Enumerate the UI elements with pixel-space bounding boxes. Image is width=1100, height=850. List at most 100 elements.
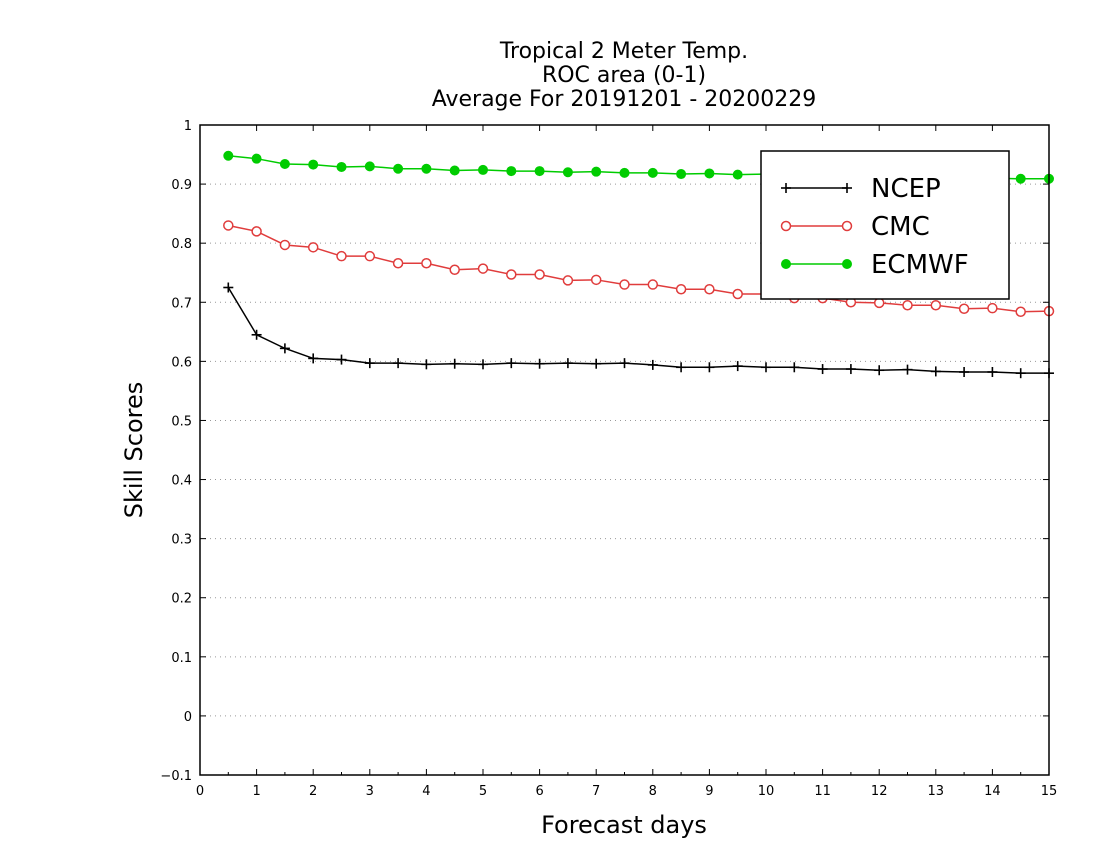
data-point-cmc <box>987 302 998 314</box>
data-point-ecmwf <box>421 163 432 174</box>
data-point-ecmwf <box>449 165 460 176</box>
data-point-cmc <box>279 239 291 251</box>
data-point-ncep <box>308 353 319 364</box>
data-point-ncep <box>845 364 856 375</box>
data-point-ncep <box>449 358 460 369</box>
data-point-cmc <box>1015 306 1026 317</box>
data-point-ncep <box>562 358 573 369</box>
x-tick-label: 10 <box>758 784 775 799</box>
data-point-cmc <box>421 258 432 269</box>
data-point-cmc <box>647 279 659 290</box>
data-point-ncep <box>506 358 517 369</box>
data-point-cmc <box>251 226 262 237</box>
chart-title-line-2: ROC area (0-1) <box>542 63 706 88</box>
x-tick-label: 1 <box>252 784 260 799</box>
data-point-ecmwf <box>562 167 573 178</box>
x-tick-label: 8 <box>649 784 657 799</box>
y-axis-ticks: −0.1 0 0.1 0.2 0.3 0.4 0.5 0.6 0.7 0.8 0.9 1 <box>160 119 1049 784</box>
data-point-ecmwf <box>223 150 234 161</box>
legend-entry-ecmwf: ECMWF <box>781 250 969 280</box>
y-tick-label: 0.1 <box>171 651 192 666</box>
y-axis-label: Skill Scores <box>120 382 148 519</box>
data-point-cmc <box>562 275 574 286</box>
chart-title: Tropical 2 Meter Temp.ROC area (0-1)Aver… <box>432 39 817 112</box>
data-point-cmc <box>958 303 970 315</box>
data-point-ncep <box>336 354 347 365</box>
x-tick-label: 5 <box>479 784 487 799</box>
data-point-ecmwf <box>1015 173 1026 184</box>
data-point-ncep <box>676 362 687 373</box>
data-point-cmc <box>477 263 489 274</box>
data-point-ncep <box>732 361 743 372</box>
data-point-cmc <box>619 279 630 290</box>
data-point-ncep <box>591 358 602 369</box>
legend-marker-end <box>841 220 853 232</box>
x-tick-label: 3 <box>366 784 374 799</box>
y-tick-label: 0.5 <box>171 414 192 429</box>
data-point-cmc <box>675 284 687 295</box>
data-point-ecmwf <box>506 166 517 177</box>
x-tick-label: 14 <box>984 784 1001 799</box>
data-point-ecmwf <box>251 153 262 164</box>
data-point-cmc <box>930 299 942 311</box>
legend-marker-end <box>842 259 852 269</box>
data-point-cmc <box>902 299 913 311</box>
data-point-ncep <box>817 364 828 375</box>
data-point-ncep <box>647 359 658 370</box>
legend-entry-ncep: NCEP <box>781 174 941 204</box>
data-point-ncep <box>789 362 800 373</box>
x-tick-label: 12 <box>871 784 888 799</box>
data-point-ncep <box>761 362 771 373</box>
data-point-ncep <box>534 358 545 369</box>
data-point-ncep <box>619 358 630 369</box>
data-point-ncep <box>1015 368 1026 379</box>
y-tick-label: 0.8 <box>171 237 192 252</box>
data-point-ncep <box>364 358 375 369</box>
data-point-cmc <box>590 274 602 286</box>
y-tick-label: 0.9 <box>171 178 192 193</box>
x-axis-ticks: 0 1 2 3 4 5 6 7 8 9 10 11 12 13 14 15 <box>196 125 1057 799</box>
data-point-ecmwf <box>336 161 347 172</box>
data-point-ncep <box>393 358 404 369</box>
x-tick-label: 4 <box>422 784 430 799</box>
data-point-cmc <box>392 258 404 269</box>
x-tick-label: 7 <box>592 784 600 799</box>
data-point-cmc <box>534 269 545 280</box>
y-tick-label: 0.2 <box>171 592 192 607</box>
data-point-cmc <box>704 284 715 295</box>
y-tick-label: 0.3 <box>171 533 192 548</box>
legend-entry-cmc: CMC <box>780 212 930 242</box>
legend-label: NCEP <box>871 174 941 204</box>
data-point-ecmwf <box>308 159 319 170</box>
data-point-ncep <box>874 365 885 376</box>
legend: NCEP CMC ECMWF <box>760 150 1010 300</box>
y-tick-label: 0 <box>184 710 192 725</box>
data-point-ecmwf <box>279 159 290 169</box>
data-point-ncep <box>704 362 715 373</box>
legend-marker-start <box>780 220 792 232</box>
y-tick-label: −0.1 <box>160 769 192 784</box>
series-line-ncep <box>227 287 1049 374</box>
x-tick-label: 9 <box>705 784 713 799</box>
legend-box <box>760 150 1010 300</box>
legend-marker-start <box>781 183 791 193</box>
x-tick-label: 2 <box>309 784 317 799</box>
data-point-cmc <box>449 264 460 276</box>
data-point-ncep <box>987 367 998 377</box>
data-point-ncep <box>902 364 913 375</box>
data-point-cmc <box>364 250 376 262</box>
y-tick-label: 0.4 <box>171 474 192 489</box>
data-point-ecmwf <box>704 168 715 179</box>
y-tick-label: 1 <box>184 119 192 134</box>
data-point-cmc <box>307 242 319 253</box>
x-axis-label: Forecast days <box>541 811 707 839</box>
data-point-cmc <box>506 269 517 280</box>
x-tick-label: 15 <box>1041 784 1058 799</box>
data-point-cmc <box>336 250 347 262</box>
data-point-ncep <box>279 343 290 354</box>
data-point-ecmwf <box>676 169 687 180</box>
data-point-ecmwf <box>619 167 630 178</box>
x-tick-label: 0 <box>196 784 204 799</box>
legend-label: CMC <box>871 212 930 242</box>
data-point-ncep <box>959 367 970 377</box>
